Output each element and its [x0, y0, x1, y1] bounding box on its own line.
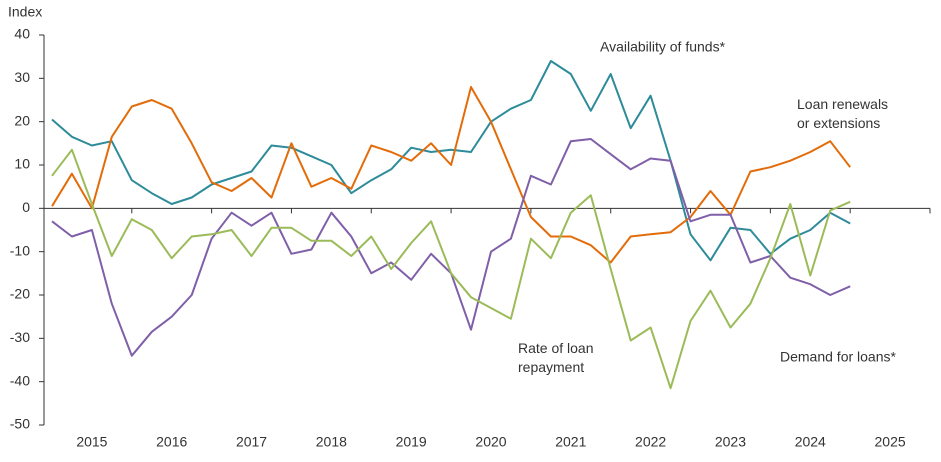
series-line	[51, 86, 851, 264]
y-tick-label: -50	[10, 416, 30, 432]
y-tick-label: 40	[14, 26, 30, 42]
x-tick-label: 2017	[236, 434, 267, 450]
x-tick-label: 2018	[316, 434, 347, 450]
series-label: Rate of loan repayment	[518, 340, 594, 375]
x-tick-label: 2016	[156, 434, 187, 450]
y-tick-label: 30	[14, 69, 30, 85]
x-tick-label: 2020	[475, 434, 506, 450]
series-line	[51, 148, 851, 390]
y-tick-label: -10	[10, 242, 30, 258]
series-label: Availability of funds*	[600, 39, 726, 55]
series-line	[51, 138, 851, 357]
x-tick-label: 2025	[875, 434, 906, 450]
y-tick-label: 0	[22, 199, 30, 215]
x-tick-label: 2023	[715, 434, 746, 450]
y-tick-label: -20	[10, 286, 30, 302]
y-tick-label: 10	[14, 156, 30, 172]
y-axis-label: Index	[8, 4, 42, 20]
y-tick-label: -30	[10, 329, 30, 345]
series-label: Demand for loans*	[780, 349, 897, 365]
x-tick-label: 2019	[396, 434, 427, 450]
series-line	[51, 60, 851, 262]
y-tick-label: -40	[10, 372, 30, 388]
x-tick-label: 2021	[555, 434, 586, 450]
x-tick-label: 2022	[635, 434, 666, 450]
x-tick-label: 2024	[795, 434, 826, 450]
series-label: Loan renewals or extensions	[797, 96, 888, 131]
y-tick-label: 20	[14, 112, 30, 128]
x-tick-label: 2015	[76, 434, 107, 450]
